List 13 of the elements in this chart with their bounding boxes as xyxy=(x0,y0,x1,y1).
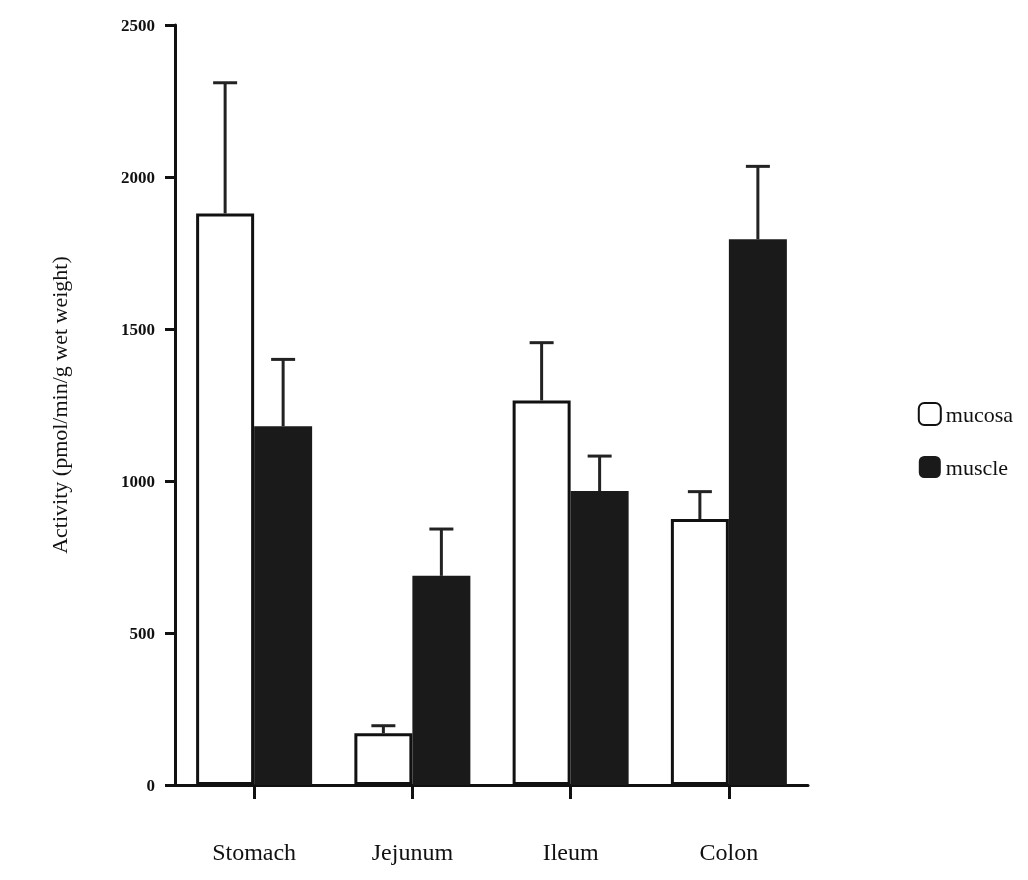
x-tick-label: Jejunum xyxy=(371,839,454,865)
y-tick-label: 1000 xyxy=(121,471,155,491)
legend-label: mucosa xyxy=(945,401,1014,427)
y-tick-label: 2000 xyxy=(121,167,155,187)
y-tick-label: 500 xyxy=(129,623,155,643)
x-tick-label: Ileum xyxy=(542,839,599,865)
legend-label: muscle xyxy=(945,454,1009,480)
x-tick-label: Stomach xyxy=(212,839,297,865)
y-axis-title: Activity (pmol/min/g wet weight) xyxy=(46,256,72,554)
y-tick-label: 2500 xyxy=(121,15,155,35)
y-tick-label: 1500 xyxy=(121,319,155,339)
x-tick-label: Colon xyxy=(699,839,759,865)
y-tick-label: 0 xyxy=(146,775,155,795)
